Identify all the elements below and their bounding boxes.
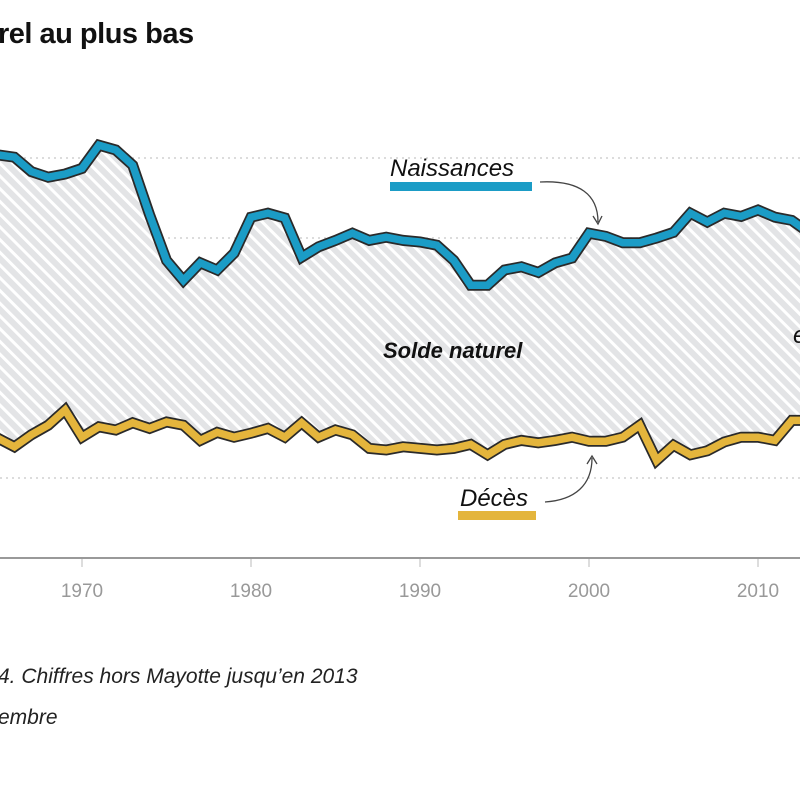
solde-naturel-area bbox=[0, 145, 800, 461]
label-solde-naturel: Solde naturel bbox=[383, 338, 523, 363]
legend-swatch-deces bbox=[458, 511, 536, 520]
chart-title: rel au plus bas bbox=[0, 18, 194, 50]
arrowhead-icon bbox=[586, 454, 598, 465]
arrowhead-icon bbox=[592, 215, 603, 226]
x-tick-label: 1970 bbox=[61, 581, 103, 602]
label-truncated: e bbox=[793, 322, 800, 349]
label-naissances: Naissances bbox=[390, 155, 514, 182]
x-tick-label: 1980 bbox=[230, 581, 272, 602]
x-tick-label: 2000 bbox=[568, 581, 610, 602]
footnote-line-2: embre bbox=[0, 706, 58, 729]
x-tick-label: 2010 bbox=[737, 581, 779, 602]
legend-swatch-naissances bbox=[390, 182, 532, 191]
arrow-deces bbox=[544, 457, 593, 503]
footnote-line-1: 4. Chiffres hors Mayotte jusqu’en 2013 bbox=[0, 665, 358, 688]
label-deces: Décès bbox=[460, 485, 528, 512]
arrow-naissances bbox=[539, 181, 599, 223]
x-tick-label: 1990 bbox=[399, 581, 441, 602]
